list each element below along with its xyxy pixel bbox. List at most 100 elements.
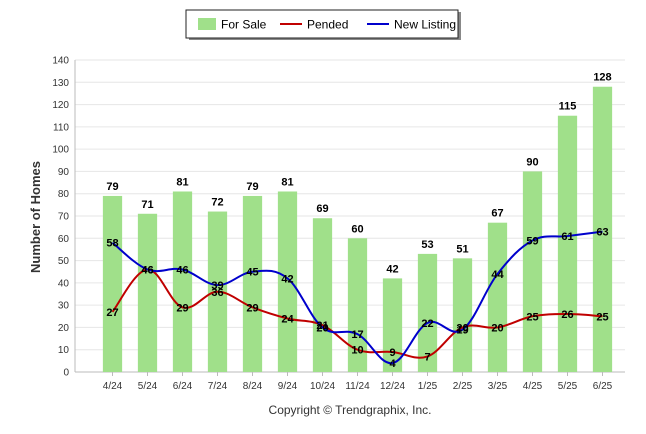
line-value-label: 29 bbox=[176, 302, 188, 314]
x-tick-label: 12/24 bbox=[380, 381, 405, 392]
line-value-label: 46 bbox=[141, 264, 153, 276]
series-line-new-listing bbox=[111, 230, 603, 365]
y-axis: 0 10 20 30 40 50 60 70 80 90 100 110 120 130 140 bbox=[52, 56, 76, 379]
y-tick-label: 100 bbox=[52, 145, 69, 156]
line-value-label: 4 bbox=[389, 358, 396, 370]
legend-label: For Sale bbox=[221, 18, 267, 32]
x-axis: 4/24 5/24 6/24 7/24 8/24 9/24 10/24 11/24 12/24 1… bbox=[75, 371, 625, 392]
bar-value-label: 71 bbox=[141, 199, 153, 211]
copyright-text: Copyright © Trendgraphix, Inc. bbox=[269, 403, 432, 417]
legend-swatch bbox=[198, 18, 216, 30]
bar bbox=[452, 258, 473, 372]
line-value-label: 46 bbox=[176, 264, 188, 276]
bar-series bbox=[102, 86, 613, 372]
bar bbox=[277, 191, 298, 372]
x-tick-label: 6/25 bbox=[593, 381, 613, 392]
bar bbox=[102, 195, 123, 372]
line-value-label: 58 bbox=[106, 238, 118, 250]
bar bbox=[557, 115, 578, 372]
x-tick-label: 8/24 bbox=[243, 381, 263, 392]
y-tick-label: 40 bbox=[58, 278, 70, 289]
x-tick-label: 9/24 bbox=[278, 381, 298, 392]
line-value-label: 63 bbox=[596, 227, 608, 239]
bar-value-label: 79 bbox=[246, 181, 258, 193]
y-tick-label: 80 bbox=[58, 189, 70, 200]
x-tick-label: 6/24 bbox=[173, 381, 193, 392]
bar-value-label: 69 bbox=[316, 203, 328, 215]
line-value-label: 36 bbox=[211, 287, 223, 299]
bar-value-label: 72 bbox=[211, 197, 223, 209]
y-tick-label: 70 bbox=[58, 212, 70, 223]
y-tick-label: 140 bbox=[52, 56, 69, 67]
bar-value-label: 60 bbox=[351, 223, 363, 235]
line-value-label: 25 bbox=[596, 311, 608, 323]
bar-value-label: 79 bbox=[106, 181, 118, 193]
y-tick-label: 110 bbox=[53, 122, 69, 133]
bar-value-label: 81 bbox=[176, 176, 188, 188]
bar bbox=[487, 222, 508, 372]
x-tick-label: 7/24 bbox=[208, 381, 228, 392]
y-tick-label: 10 bbox=[58, 345, 70, 356]
x-tick-label: 5/25 bbox=[558, 381, 578, 392]
y-axis-label: Number of Homes bbox=[28, 161, 43, 273]
line-value-label: 20 bbox=[491, 322, 503, 334]
bar-value-label: 42 bbox=[386, 263, 398, 275]
line-value-label: 59 bbox=[526, 236, 538, 248]
bar-value-label: 115 bbox=[559, 101, 577, 113]
legend-label: New Listing bbox=[394, 18, 456, 32]
bar-value-label: 90 bbox=[526, 156, 538, 168]
bar-value-label: 67 bbox=[491, 208, 503, 220]
line-value-label: 24 bbox=[281, 314, 294, 326]
y-tick-label: 30 bbox=[58, 301, 70, 312]
x-tick-label: 1/25 bbox=[418, 381, 438, 392]
y-tick-label: 120 bbox=[52, 100, 69, 111]
bar-value-label: 53 bbox=[421, 239, 433, 251]
bar bbox=[382, 278, 403, 372]
bar-value-label: 81 bbox=[281, 176, 293, 188]
legend: For Sale Pended New Listing bbox=[185, 9, 461, 40]
bar bbox=[522, 171, 543, 372]
x-tick-label: 4/25 bbox=[523, 381, 543, 392]
line-value-label: 19 bbox=[456, 325, 468, 337]
x-tick-label: 11/24 bbox=[345, 381, 370, 392]
y-tick-label: 60 bbox=[58, 234, 70, 245]
line-series bbox=[111, 230, 603, 365]
line-value-label: 9 bbox=[389, 347, 395, 359]
line-value-label: 17 bbox=[351, 329, 363, 341]
y-tick-label: 50 bbox=[58, 256, 70, 267]
line-value-label: 27 bbox=[106, 307, 118, 319]
bar bbox=[592, 86, 613, 372]
line-value-label: 45 bbox=[246, 267, 258, 279]
line-value-label: 61 bbox=[561, 231, 573, 243]
bar bbox=[172, 191, 193, 372]
x-tick-label: 5/24 bbox=[138, 381, 158, 392]
x-tick-label: 10/24 bbox=[310, 381, 335, 392]
line-value-label: 21 bbox=[316, 320, 328, 332]
line-value-label: 7 bbox=[424, 351, 430, 363]
x-tick-label: 4/24 bbox=[103, 381, 123, 392]
line-value-label: 46 bbox=[141, 264, 153, 276]
line-value-label: 25 bbox=[526, 311, 538, 323]
bar-value-label: 128 bbox=[593, 72, 611, 84]
line-value-label: 29 bbox=[246, 302, 258, 314]
series-line-pended bbox=[111, 268, 603, 359]
x-tick-label: 2/25 bbox=[453, 381, 473, 392]
line-value-label: 20 bbox=[316, 322, 328, 334]
bar bbox=[137, 213, 158, 372]
bar bbox=[312, 218, 333, 372]
x-tick-label: 3/25 bbox=[488, 381, 508, 392]
bar-value-label: 51 bbox=[456, 243, 468, 255]
line-value-label: 42 bbox=[281, 273, 293, 285]
line-value-label: 39 bbox=[211, 280, 223, 292]
bar bbox=[242, 195, 263, 372]
line-value-label: 20 bbox=[456, 322, 468, 334]
line-value-label: 44 bbox=[491, 269, 504, 281]
y-tick-label: 130 bbox=[52, 78, 69, 89]
line-value-label: 22 bbox=[421, 318, 433, 330]
y-tick-label: 90 bbox=[58, 167, 70, 178]
line-value-label: 10 bbox=[351, 345, 363, 357]
line-value-label: 26 bbox=[561, 309, 573, 321]
bar bbox=[417, 253, 438, 372]
